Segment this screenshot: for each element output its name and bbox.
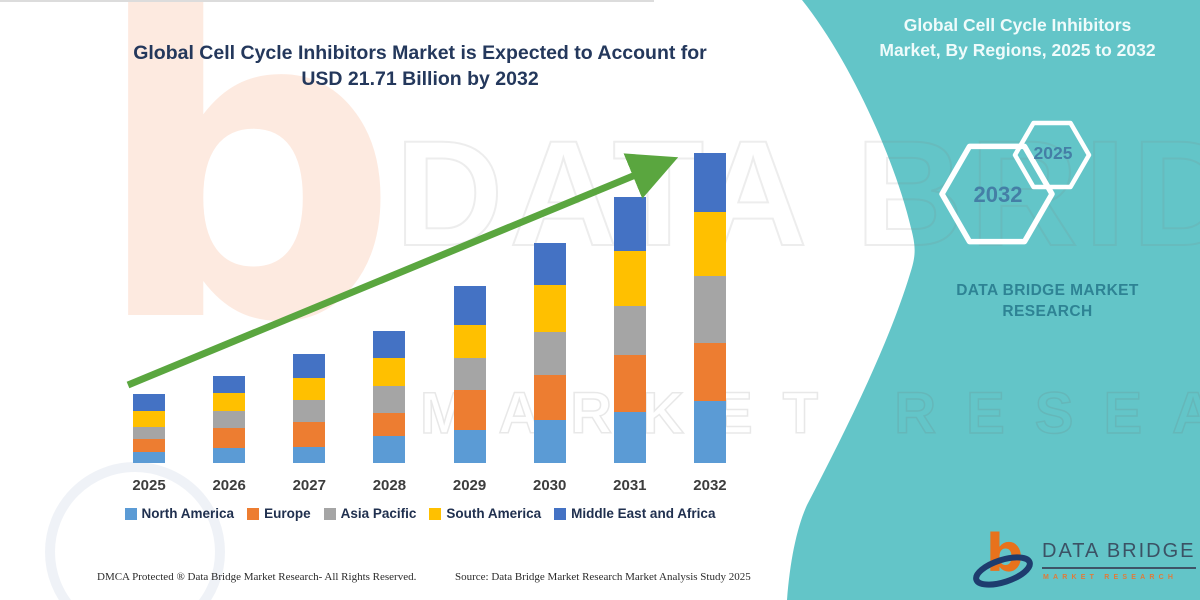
legend-swatch-europe [247,507,260,520]
dmca-notice: DMCA Protected ® Data Bridge Market Rese… [97,571,417,583]
legend-swatch-north-america [124,507,137,520]
hexagon-2025-outline [1012,120,1092,190]
hexagon-badges [939,120,1092,245]
legend-swatch-asia-pacific [323,507,336,520]
hexagon-2025-label: 2025 [1033,143,1073,163]
chart-legend: North America Europe Asia Pacific South Ame… [85,506,755,521]
legend-item-asia-pacific: Asia Pacific [323,506,417,521]
legend-item-europe: Europe [247,506,311,521]
legend-label-europe: Europe [264,506,311,521]
side-panel-heading-line1: Global Cell Cycle Inhibitors [903,15,1132,35]
legend-label-middle-east-and-africa: Middle East and Africa [571,506,716,521]
side-panel-brand-text: DATA BRIDGE MARKET RESEARCH [915,280,1180,322]
legend-item-south-america: South America [429,506,541,521]
side-panel-heading: Global Cell Cycle Inhibitors Market, By … [845,13,1190,63]
side-panel-brand-line2: RESEARCH [1002,303,1093,320]
logo-wordmark: DATA BRIDGE [1042,540,1196,569]
data-bridge-logo-icon: b [973,524,1033,588]
banner-title-line2: USD 21.71 Billion by 2032 [301,68,539,90]
legend-label-asia-pacific: Asia Pacific [340,506,417,521]
legend-item-north-america: North America [124,506,235,521]
banner-title: Global Cell Cycle Inhibitors Market is E… [90,40,750,92]
legend-label-south-america: South America [446,506,542,521]
side-panel-brand-line1: DATA BRIDGE MARKET [956,282,1139,299]
logo-subtitle: MARKET RESEARCH [1043,574,1178,581]
banner-title-line1: Global Cell Cycle Inhibitors Market is E… [133,42,707,64]
hexagon-2032-label: 2032 [973,182,1023,207]
legend-swatch-middle-east-and-africa [554,507,567,520]
legend-swatch-south-america [429,507,442,520]
legend-item-middle-east-and-africa: Middle East and Africa [554,506,715,521]
hexagon-2032-outline [939,143,1055,245]
watermark-circle [45,462,225,600]
legend-label-north-america: North America [141,506,235,521]
source-note: Source: Data Bridge Market Research Mark… [455,571,751,583]
watermark-market-research-text: MARKET RESEARCH [419,381,1200,446]
side-panel-heading-line2: Market, By Regions, 2025 to 2032 [879,40,1156,60]
